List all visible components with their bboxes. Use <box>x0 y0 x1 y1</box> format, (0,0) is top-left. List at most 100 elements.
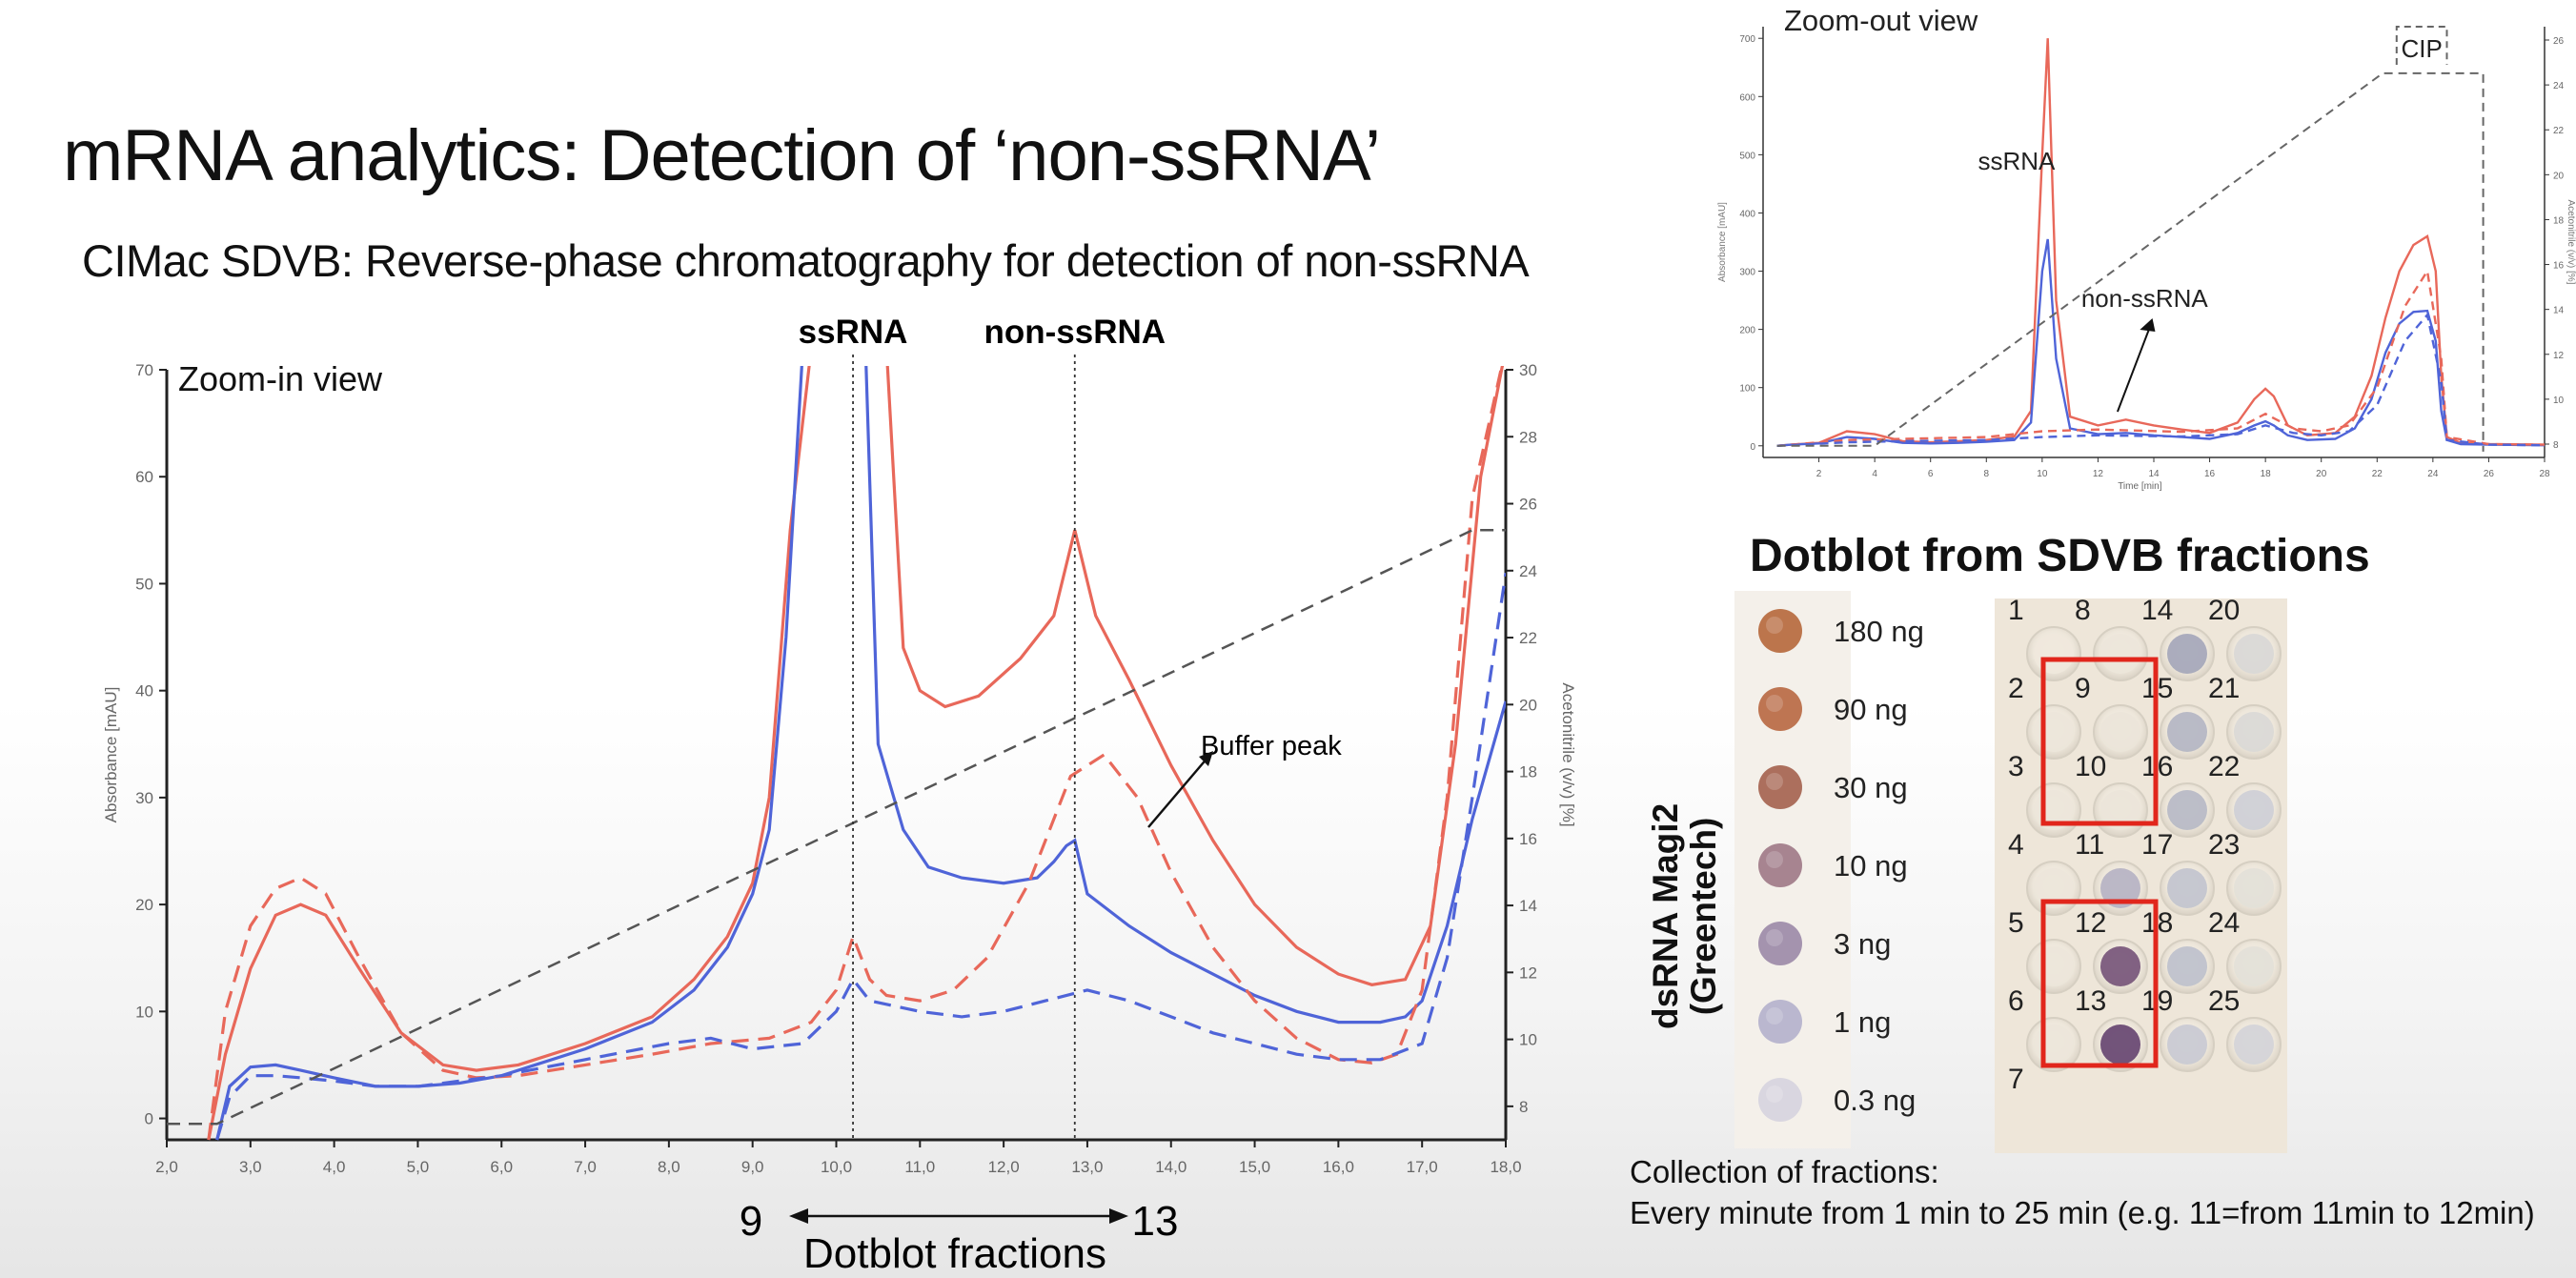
zo-x-tick-label: 26 <box>2484 469 2495 479</box>
y2-tick-label: 22 <box>1519 629 1537 647</box>
fraction-number: 12 <box>2075 907 2106 939</box>
y2-tick-label: 12 <box>1519 964 1537 982</box>
collection-line1: Collection of fractions: <box>1630 1154 1939 1189</box>
y2-tick-label: 26 <box>1519 496 1537 514</box>
fraction-well-19: 19 <box>2141 985 2215 1072</box>
zo-x-tick-label: 2 <box>1816 469 1822 479</box>
y2-tick-label: 18 <box>1519 763 1537 781</box>
standard-dot-1: 90 ng <box>1758 687 1908 731</box>
standard-label: 1 ng <box>1834 1005 1891 1039</box>
dotblot-title: Dotblot from SDVB fractions <box>1750 531 2370 581</box>
zo-x-tick-label: 12 <box>2093 469 2104 479</box>
fraction-number: 10 <box>2075 751 2106 782</box>
zo-y2-tick-label: 24 <box>2553 81 2565 91</box>
zo-y-tick-label: 100 <box>1739 384 1755 395</box>
fraction-well-15: 15 <box>2141 673 2215 760</box>
x-tick-label: 8,0 <box>658 1158 680 1176</box>
fraction-number: 17 <box>2141 829 2173 861</box>
zo-x-tick-label: 24 <box>2427 469 2439 479</box>
zo-x-tick-label: 20 <box>2316 469 2327 479</box>
zo-x-tick-label: 6 <box>1928 469 1934 479</box>
zo-y-tick-label: 600 <box>1739 92 1755 103</box>
zo-non-ssrna-label: non-ssRNA <box>2081 284 2209 313</box>
series-line-2 <box>207 366 1504 1141</box>
x-tick-label: 11,0 <box>904 1158 935 1176</box>
x-tick-label: 13,0 <box>1071 1158 1103 1176</box>
y-tick-label: 30 <box>135 789 153 807</box>
zo-x-tick-label: 4 <box>1872 469 1877 479</box>
buffer-peak-label: Buffer peak <box>1201 731 1342 761</box>
fraction-well-12: 12 <box>2075 907 2148 994</box>
zo-non-ssrna-arrowhead <box>2140 318 2156 332</box>
zo-non-ssrna-arrow <box>2116 323 2153 413</box>
fraction-well-16: 16 <box>2141 751 2215 838</box>
fraction-well-20: 20 <box>2208 595 2282 681</box>
standard-label: 90 ng <box>1834 693 1908 726</box>
fraction-start-label: 9 <box>740 1198 762 1245</box>
fraction-number: 5 <box>2008 907 2024 939</box>
y-tick-label: 10 <box>135 1003 153 1021</box>
zo-series-line-4 <box>1776 71 2485 452</box>
x-tick-label: 15,0 <box>1239 1158 1270 1176</box>
zoom-out-title: Zoom-out view <box>1784 4 1978 37</box>
x-tick-label: 2,0 <box>155 1158 178 1176</box>
x-tick-label: 4,0 <box>323 1158 346 1176</box>
page-subtitle: CIMac SDVB: Reverse-phase chromatography… <box>82 235 1530 286</box>
zo-x-tick-label: 22 <box>2372 469 2383 479</box>
y-tick-label: 40 <box>135 682 153 700</box>
standard-dot-3: 10 ng <box>1758 843 1908 887</box>
zo-x-tick-label: 8 <box>1984 469 1990 479</box>
y2-tick-label: 10 <box>1519 1031 1537 1049</box>
zo-y-tick-label: 700 <box>1739 34 1755 45</box>
y2-tick-label: 28 <box>1519 428 1537 446</box>
zo-ssrna-label: ssRNA <box>1978 147 2057 175</box>
series-line-0 <box>207 366 1505 1141</box>
x-tick-label: 7,0 <box>574 1158 597 1176</box>
zo-y-tick-label: 0 <box>1750 442 1755 453</box>
zo-y2-tick-label: 22 <box>2553 126 2565 136</box>
highlight-box-12-13 <box>2040 899 2159 1068</box>
zoom-in-title: Zoom-in view <box>178 359 383 398</box>
y-axis-label: Absorbance [mAU] <box>102 687 120 823</box>
collection-note: Collection of fractions: Every minute fr… <box>1630 1151 2535 1233</box>
zo-series-line-3 <box>1776 312 2546 447</box>
ssrna-label: ssRNA <box>799 314 908 351</box>
zo-y-axis-label: Absorbance [mAU] <box>1717 202 1728 282</box>
standard-label: 10 ng <box>1834 849 1908 882</box>
fraction-number: 11 <box>2075 829 2104 861</box>
x-tick-label: 3,0 <box>239 1158 262 1176</box>
standard-dot-5: 1 ng <box>1758 1000 1891 1044</box>
zo-y2-tick-label: 16 <box>2553 261 2565 272</box>
fraction-well-23: 23 <box>2208 829 2282 916</box>
fraction-number: 9 <box>2075 673 2091 704</box>
zo-x-tick-label: 14 <box>2148 469 2160 479</box>
dsrna-label-line1: dsRNA Magi2 <box>1646 802 1685 1029</box>
collection-line2: Every minute from 1 min to 25 min (e.g. … <box>1630 1195 2535 1230</box>
fraction-number: 13 <box>2075 985 2106 1017</box>
y-tick-label: 70 <box>135 361 153 379</box>
zo-y2-tick-label: 26 <box>2553 36 2565 47</box>
cip-label: CIP <box>2401 34 2442 63</box>
fraction-well-13: 13 <box>2075 985 2148 1072</box>
fraction-well-17: 17 <box>2141 829 2215 916</box>
fraction-number: 21 <box>2208 673 2240 704</box>
series-line-4 <box>167 529 1506 1126</box>
fraction-well-22: 22 <box>2208 751 2282 838</box>
x-tick-label: 5,0 <box>407 1158 430 1176</box>
x-tick-label: 17,0 <box>1407 1158 1438 1176</box>
y-tick-label: 0 <box>145 1110 153 1128</box>
fraction-number: 7 <box>2008 1064 2024 1095</box>
zo-y2-tick-label: 10 <box>2553 396 2565 406</box>
x-tick-label: 18,0 <box>1490 1158 1521 1176</box>
non-ssrna-label: non-ssRNA <box>984 314 1166 351</box>
y2-tick-label: 20 <box>1519 696 1537 714</box>
fraction-well-8: 8 <box>2075 595 2148 681</box>
y-tick-label: 20 <box>135 896 153 914</box>
fraction-number: 3 <box>2008 751 2024 782</box>
fraction-number: 2 <box>2008 673 2024 704</box>
zo-y-tick-label: 300 <box>1739 268 1755 278</box>
zo-y-tick-label: 400 <box>1739 209 1755 219</box>
zo-x-tick-label: 16 <box>2204 469 2216 479</box>
fraction-number: 20 <box>2208 595 2240 626</box>
fraction-number: 14 <box>2141 595 2173 626</box>
